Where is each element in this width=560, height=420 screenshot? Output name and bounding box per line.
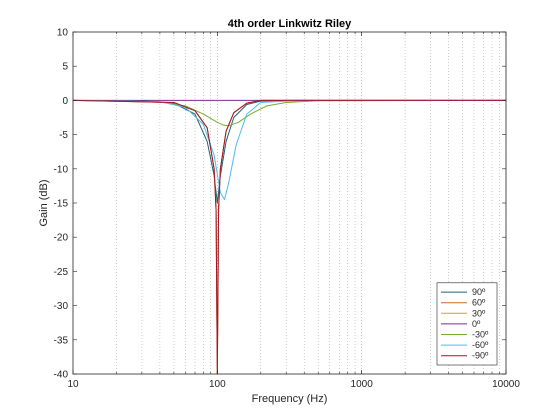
grid-lines — [72, 32, 507, 374]
x-tick-label: 1000 — [351, 379, 374, 390]
series-line — [72, 99, 506, 201]
y-axis-label: Gain (dB) — [38, 179, 50, 226]
legend-label: 60º — [472, 298, 486, 308]
chart-title: 4th order Linkwitz Riley — [228, 18, 352, 30]
y-tick-label: -30 — [54, 301, 69, 312]
y-tick-label: 5 — [62, 62, 68, 73]
x-tick-label: 10000 — [492, 379, 520, 390]
legend-label: 0º — [472, 319, 481, 329]
y-tick-label: -20 — [54, 233, 69, 244]
y-tick-label: -25 — [54, 267, 69, 278]
legend-label: 90º — [472, 287, 486, 297]
y-tick-label: -5 — [59, 130, 68, 141]
x-tick-label: 100 — [209, 379, 226, 390]
y-tick-label: -35 — [54, 335, 69, 346]
legend-label: -30º — [472, 330, 489, 340]
legend-label: -90º — [472, 351, 489, 361]
y-tick-label: 10 — [57, 28, 69, 39]
series-line — [72, 99, 506, 375]
legend-label: 30º — [472, 308, 486, 318]
y-tick-label: -40 — [54, 370, 69, 381]
y-tick-label: -10 — [54, 164, 69, 175]
series-lines — [72, 99, 507, 375]
y-tick-label: 0 — [62, 96, 68, 107]
axes: 10 100 1000 10000 10 5 0 -5 -10 -15 -20 -25 -30 -35 -4… — [54, 28, 521, 391]
axis-ticks: 10 100 1000 10000 10 5 0 -5 -10 -15 -20 -25 -30 -35 -4… — [54, 28, 521, 391]
x-tick-label: 10 — [67, 379, 79, 390]
y-tick-label: -15 — [54, 199, 69, 210]
x-axis-label: Frequency (Hz) — [252, 393, 328, 405]
plot-area — [73, 32, 506, 374]
legend-label: -60º — [472, 340, 489, 350]
